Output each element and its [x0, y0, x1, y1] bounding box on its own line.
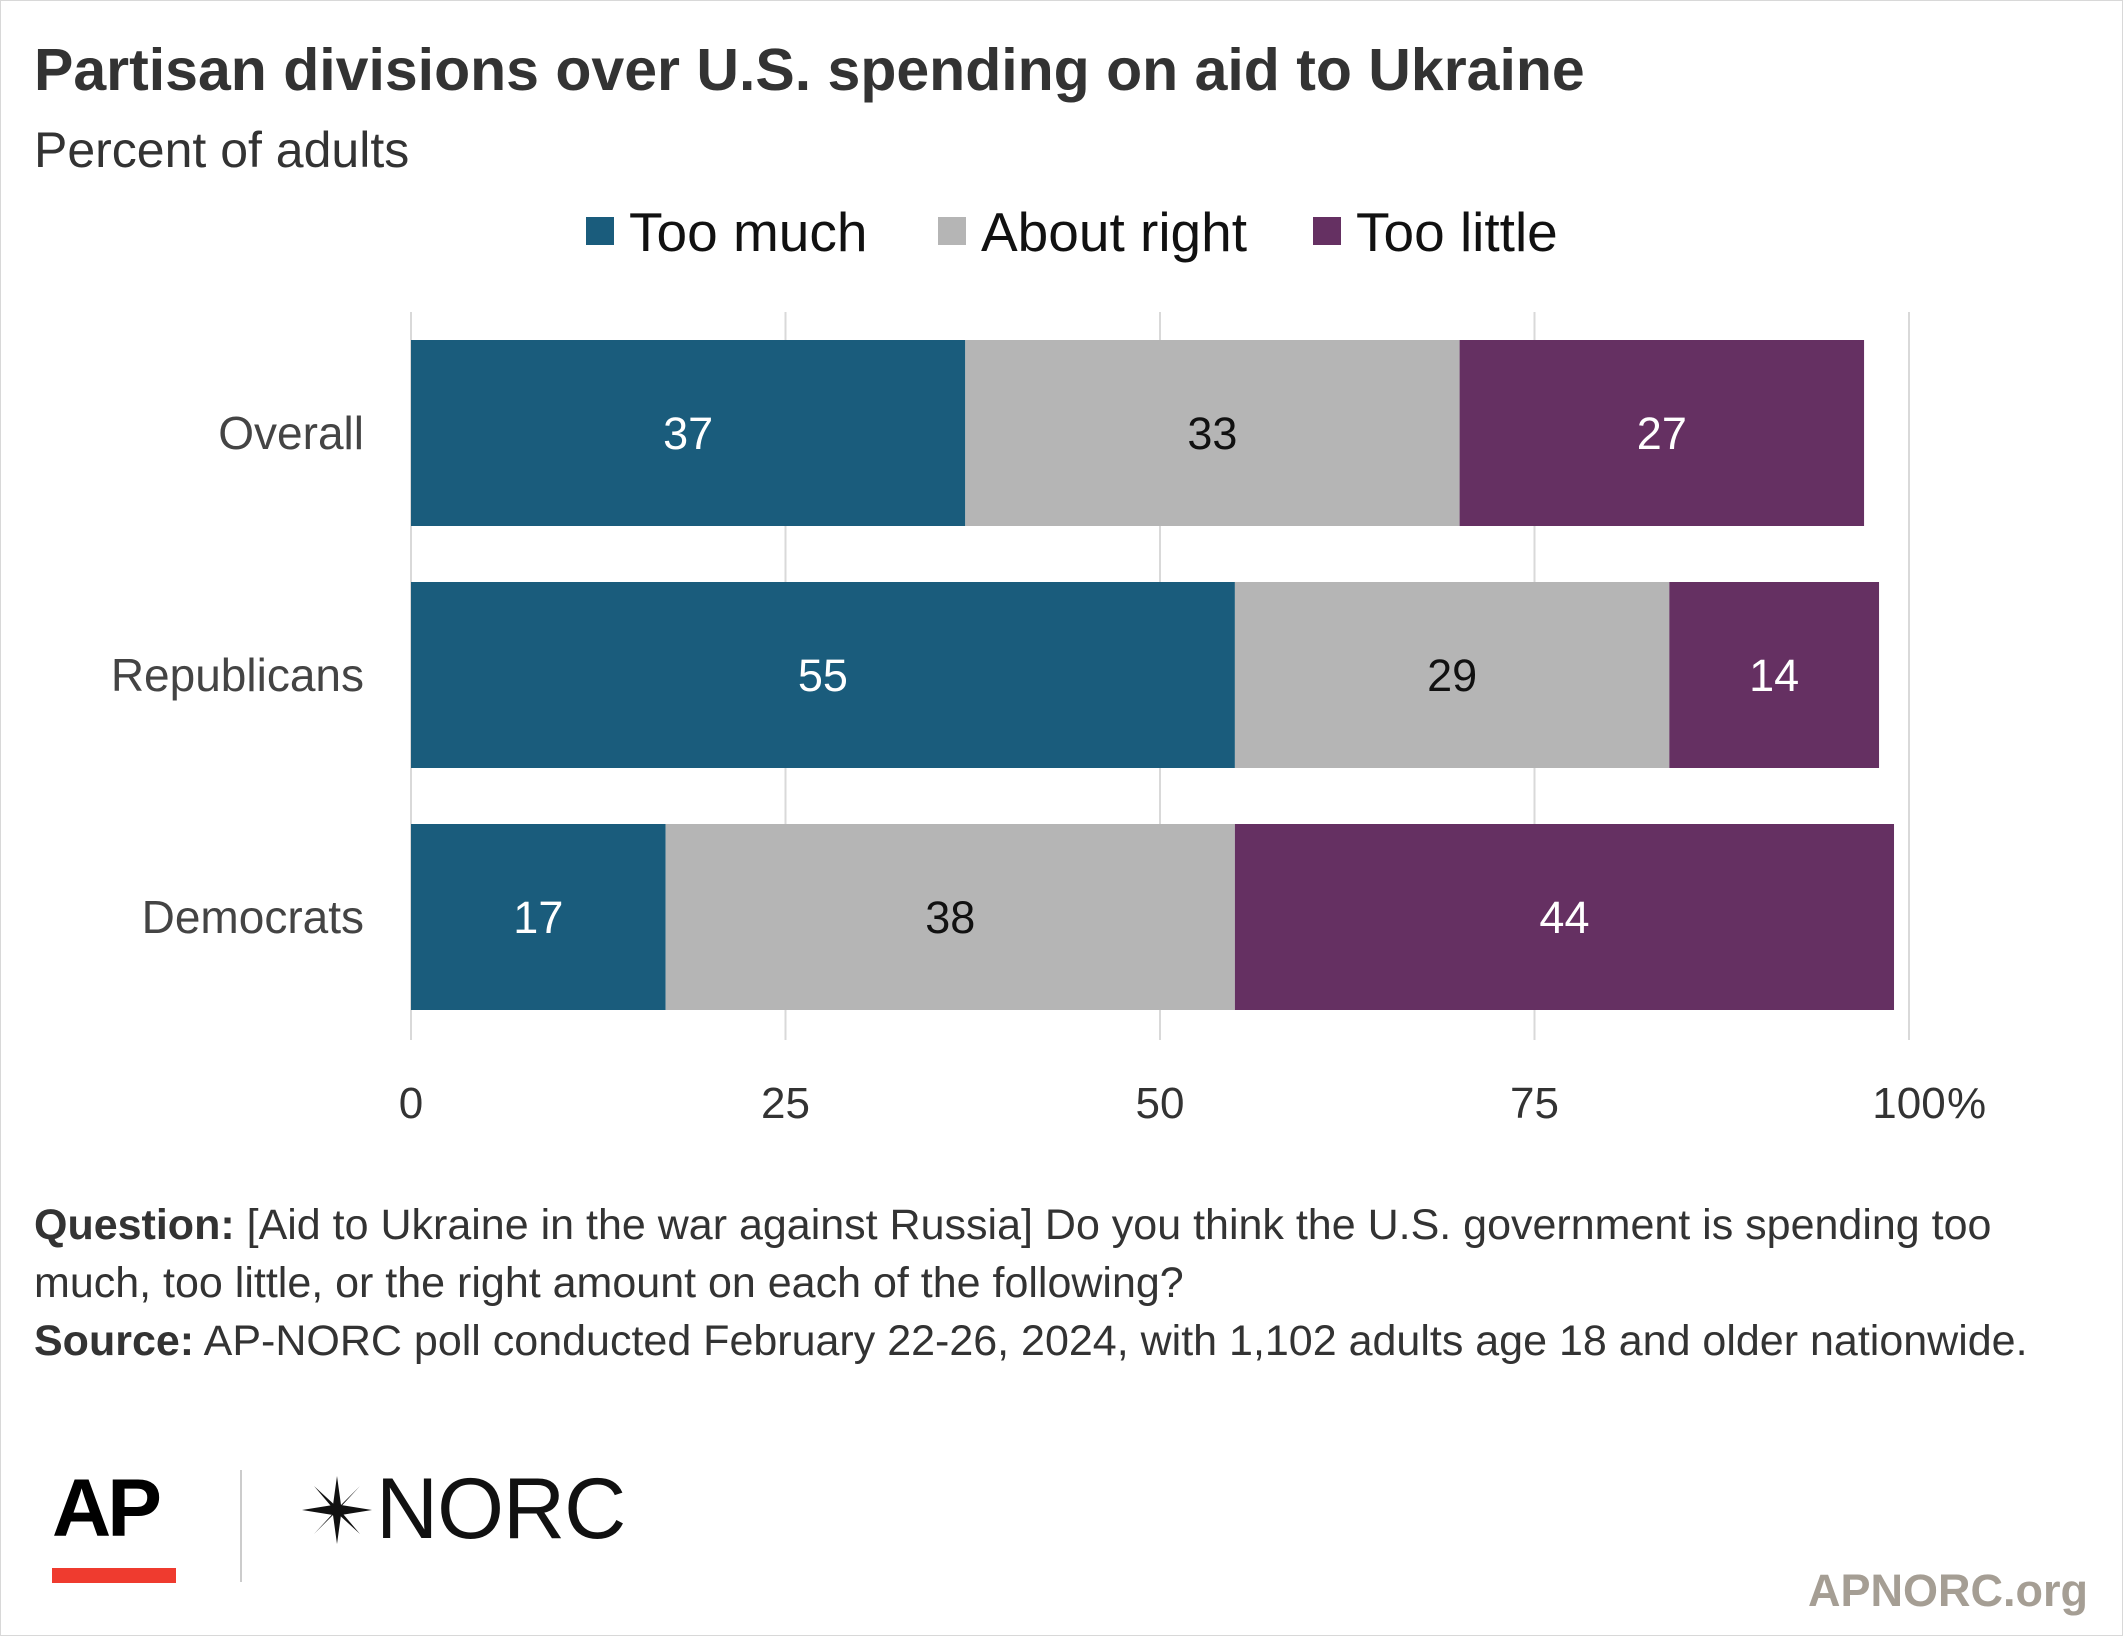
site-link[interactable]: APNORC.org — [1808, 1565, 2088, 1616]
bar-democrats-too-much — [411, 824, 666, 1010]
bar-overall-too-much — [411, 340, 966, 526]
x-tick-label-100: 100 — [1872, 1079, 1945, 1128]
category-label-overall: Overall — [218, 407, 364, 459]
x-tick-label-25: 25 — [761, 1079, 810, 1128]
norc-star-icon — [302, 1476, 372, 1544]
data-label-republicans-too-much: 55 — [798, 650, 848, 701]
data-label-democrats-too-little: 44 — [1539, 892, 1589, 943]
data-label-overall-about-right: 33 — [1187, 408, 1237, 459]
data-label-overall-too-much: 37 — [663, 408, 713, 459]
question-note: Question: [Aid to Ukraine in the war aga… — [34, 1196, 2074, 1312]
question-text: [Aid to Ukraine in the war against Russi… — [34, 1201, 1992, 1307]
data-label-democrats-about-right: 38 — [925, 892, 975, 943]
x-axis-unit: % — [1947, 1079, 1986, 1128]
chart-title: Partisan divisions over U.S. spending on… — [34, 37, 1585, 103]
category-label-republicans: Republicans — [111, 649, 364, 701]
bar-republicans-about-right — [1234, 582, 1670, 768]
legend-swatch-about-right — [938, 217, 966, 245]
data-label-republicans-about-right: 29 — [1427, 650, 1477, 701]
ap-logo: AP — [52, 1463, 162, 1554]
question-label: Question: — [34, 1201, 235, 1249]
source-label: Source: — [34, 1317, 195, 1365]
legend-label-about-right: About right — [981, 201, 1248, 263]
bar-democrats-about-right — [665, 824, 1235, 1010]
category-label-democrats: Democrats — [142, 891, 364, 943]
source-note: Source: AP-NORC poll conducted February … — [34, 1312, 2074, 1370]
legend-swatch-too-little — [1313, 217, 1341, 245]
ap-logo-bar — [52, 1568, 176, 1583]
legend-label-too-much: Too much — [629, 201, 868, 263]
bar-republicans-too-much — [411, 582, 1235, 768]
data-label-republicans-too-little: 14 — [1749, 650, 1799, 701]
chart-footer: Question: [Aid to Ukraine in the war aga… — [34, 1196, 2074, 1370]
legend-label-too-little: Too little — [1356, 201, 1558, 263]
logo-divider — [240, 1470, 242, 1582]
legend: Too much About right Too little — [0, 200, 2123, 263]
legend-swatch-too-much — [586, 217, 614, 245]
x-tick-label-75: 75 — [1510, 1079, 1559, 1128]
bar-democrats-too-little — [1234, 824, 1895, 1010]
x-tick-label-0: 0 — [399, 1079, 423, 1128]
chart-subtitle: Percent of adults — [34, 122, 410, 178]
data-label-democrats-too-much: 17 — [513, 892, 563, 943]
data-label-overall-too-little: 27 — [1637, 408, 1687, 459]
bar-overall-too-little — [1459, 340, 1865, 526]
x-tick-label-50: 50 — [1136, 1079, 1185, 1128]
norc-wordmark: NORC — [376, 1461, 626, 1557]
bar-republicans-too-little — [1669, 582, 1880, 768]
bar-overall-about-right — [965, 340, 1460, 526]
source-text: AP-NORC poll conducted February 22-26, 2… — [194, 1317, 2028, 1365]
stacked-bar-chart: 0 25 50 75 100 % Overall 37 33 27 Republicans 55 29 1… — [111, 312, 1986, 1128]
